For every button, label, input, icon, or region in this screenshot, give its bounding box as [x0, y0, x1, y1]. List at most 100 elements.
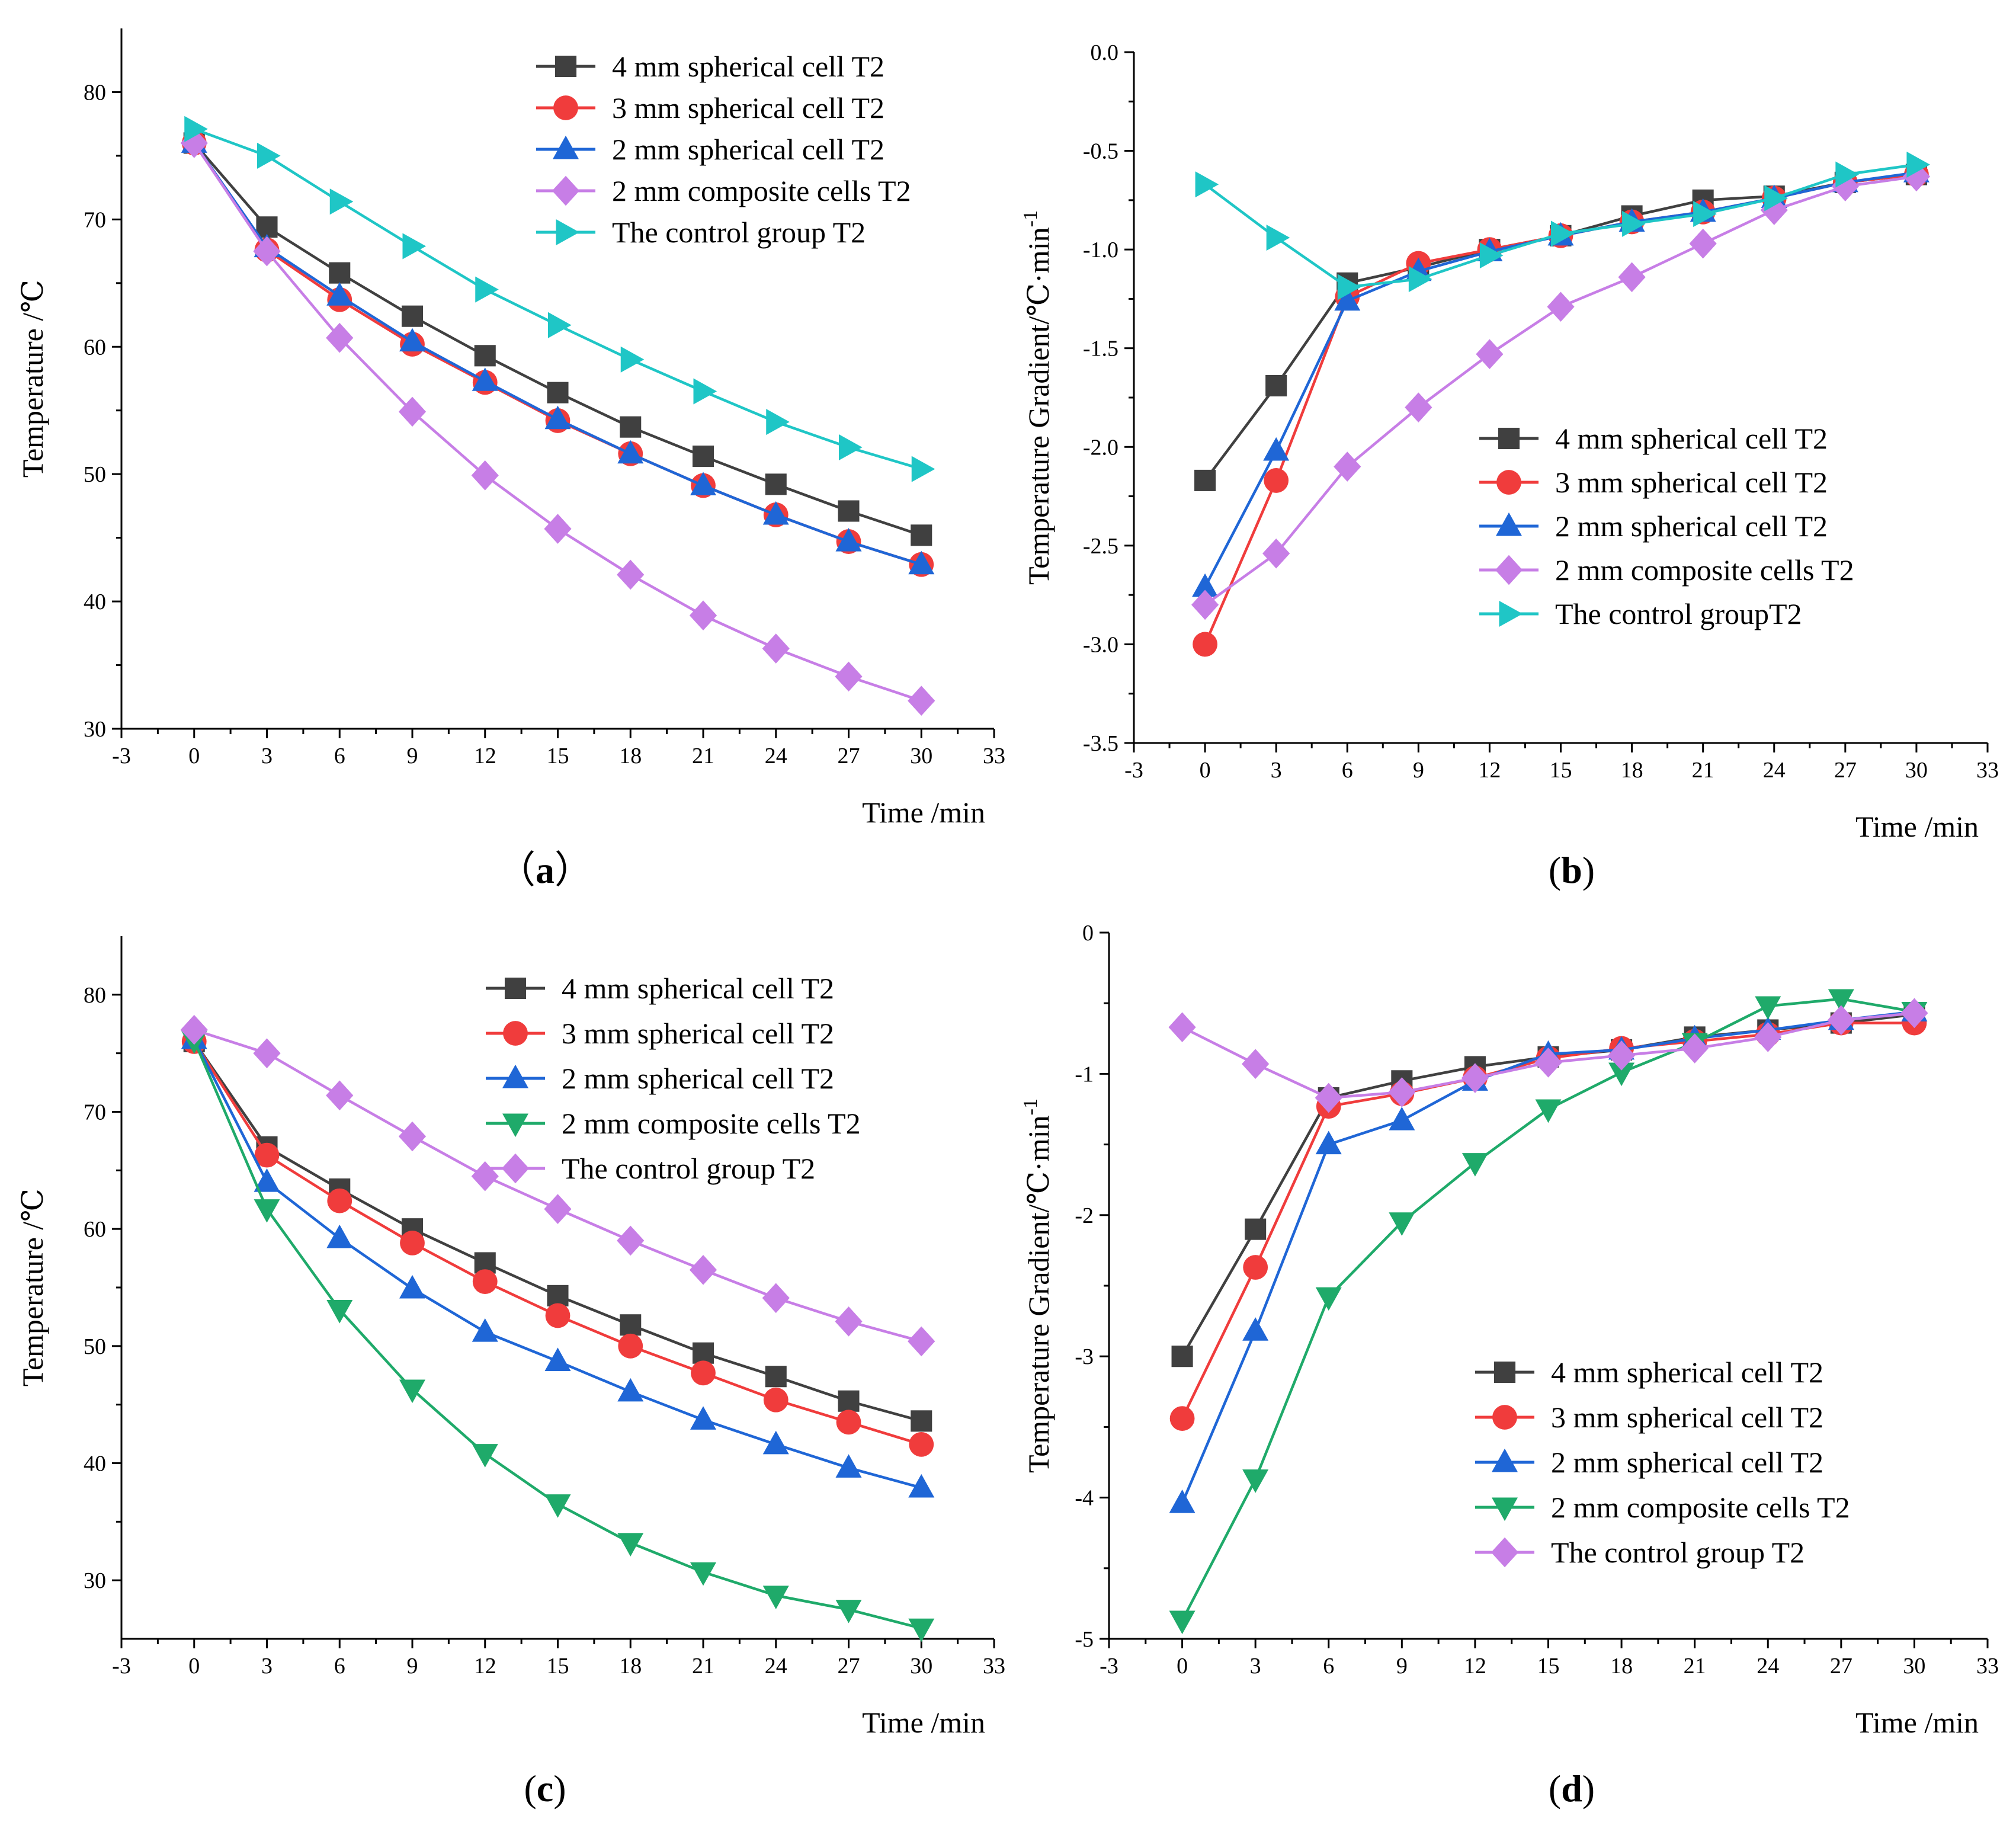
- y-axis-title-superscript: -1: [1020, 210, 1041, 227]
- data-point: [617, 559, 645, 590]
- series-4: [1169, 989, 1928, 1635]
- legend-label: 3 mm spherical cell T2: [612, 91, 884, 124]
- x-tick-label: 15: [547, 744, 569, 768]
- data-point: [1243, 1255, 1268, 1280]
- data-point: [544, 1494, 571, 1518]
- x-tick-label: 27: [1830, 1654, 1852, 1679]
- x-tick-label: 21: [692, 744, 714, 768]
- x-tick-label: 12: [1464, 1654, 1486, 1679]
- chart-panel-a: -3 0 3 6 9 12 15 18 21 24 27 30 33 30 40 50 60 70 80 Time /…: [16, 28, 1005, 891]
- x-tick-label: 6: [1342, 758, 1353, 783]
- x-tick-label: 3: [261, 744, 273, 768]
- y-tick-label: 60: [84, 335, 106, 360]
- legend-label: 3 mm spherical cell T2: [1551, 1401, 1823, 1434]
- legend-label: 4 mm spherical cell T2: [1555, 422, 1828, 455]
- data-point: [693, 378, 717, 405]
- x-tick-label: -3: [112, 1654, 131, 1679]
- data-point: [399, 328, 425, 352]
- x-tick-label: 21: [1692, 758, 1714, 783]
- data-point: [1551, 220, 1575, 247]
- x-tick-label: 9: [407, 1654, 418, 1679]
- legend: 4 mm spherical cell T2 3 mm spherical cel…: [1475, 1356, 1850, 1569]
- legend-marker: [1496, 470, 1521, 495]
- y-tick-label: -1.0: [1083, 238, 1118, 262]
- data-point: [763, 1387, 789, 1413]
- data-point: [1169, 1490, 1196, 1513]
- x-tick-label: 12: [1478, 758, 1501, 783]
- legend-marker: [1491, 1537, 1519, 1568]
- data-point: [1389, 1212, 1415, 1236]
- legend-label: 2 mm composite cells T2: [612, 174, 911, 207]
- legend-label: 3 mm spherical cell T2: [1555, 466, 1828, 499]
- data-point: [474, 345, 496, 367]
- x-tick-label: 27: [1834, 758, 1857, 783]
- data-point: [835, 527, 862, 552]
- panel-caption-letter: c: [537, 1767, 553, 1809]
- data-point: [1315, 1130, 1342, 1155]
- data-point: [329, 262, 351, 284]
- chart-panel-d: -3 0 3 6 9 12 15 18 21 24 27 30 33 -5 -4 -3 -2 -1 0 Time /m…: [1020, 921, 1999, 1809]
- data-point: [1263, 437, 1290, 461]
- legend-label: 2 mm composite cells T2: [562, 1107, 861, 1140]
- legend-label: 2 mm composite cells T2: [1551, 1491, 1850, 1524]
- data-point: [180, 1014, 208, 1045]
- panel-caption-open: （: [498, 849, 536, 891]
- y-tick-label: 70: [84, 207, 106, 232]
- data-point: [544, 514, 572, 544]
- x-tick-label: 18: [1621, 758, 1643, 783]
- data-point: [399, 1274, 425, 1299]
- x-tick-label: 6: [334, 744, 345, 768]
- data-point: [1195, 171, 1219, 198]
- panel-caption-close: ）: [555, 849, 592, 891]
- y-axis-title: Temperature Gradient/℃·min-1: [1020, 1098, 1055, 1473]
- panel-caption-open: (: [1549, 849, 1561, 891]
- data-point: [1535, 1099, 1562, 1123]
- x-tick-label: 18: [1610, 1654, 1633, 1679]
- series-2: [181, 1029, 934, 1457]
- x-tick-label: 0: [1200, 758, 1211, 783]
- data-point: [766, 409, 790, 435]
- x-tick-label: 33: [983, 744, 1005, 768]
- y-tick-label: -3: [1075, 1344, 1094, 1369]
- data-point: [618, 1333, 643, 1359]
- legend-marker: [553, 95, 578, 120]
- y-axis-title: Temperature /℃: [16, 280, 49, 478]
- y-tick-label: 80: [84, 80, 106, 105]
- data-point: [254, 1199, 280, 1223]
- data-point: [689, 600, 717, 631]
- data-point: [472, 367, 498, 391]
- data-point: [1754, 1022, 1782, 1052]
- data-point: [399, 1379, 425, 1404]
- data-point: [1242, 1469, 1269, 1493]
- x-tick-label: 24: [1757, 1654, 1779, 1679]
- data-point: [1693, 201, 1717, 228]
- data-point: [1266, 225, 1290, 251]
- data-point: [1681, 1033, 1709, 1064]
- y-tick-label: 50: [84, 462, 106, 487]
- panel-caption-close: ): [553, 1767, 566, 1809]
- data-point: [326, 1224, 353, 1248]
- y-tick-label: -0.5: [1083, 139, 1118, 164]
- data-point: [908, 1326, 935, 1357]
- x-tick-label: 9: [1396, 1654, 1408, 1679]
- x-tick-label: 30: [910, 1654, 932, 1679]
- data-point: [545, 1303, 570, 1328]
- data-point: [402, 233, 427, 260]
- y-tick-label: 40: [84, 590, 106, 614]
- x-tick-label: 9: [1413, 758, 1424, 783]
- data-point: [326, 322, 354, 353]
- data-point: [1608, 1062, 1635, 1087]
- x-tick-label: 9: [407, 744, 418, 768]
- data-point: [398, 396, 427, 427]
- y-tick-label: -2.5: [1083, 534, 1118, 559]
- legend-label: 2 mm composite cells T2: [1555, 553, 1854, 587]
- data-point: [1242, 1317, 1269, 1341]
- x-tick-label: 0: [188, 744, 200, 768]
- data-point: [908, 686, 935, 716]
- data-point: [1315, 1082, 1342, 1113]
- x-tick-label: -3: [1100, 1654, 1118, 1679]
- data-point: [184, 116, 208, 142]
- y-tick-label: -5: [1075, 1627, 1094, 1652]
- data-point: [254, 1168, 280, 1192]
- data-point: [1835, 161, 1859, 188]
